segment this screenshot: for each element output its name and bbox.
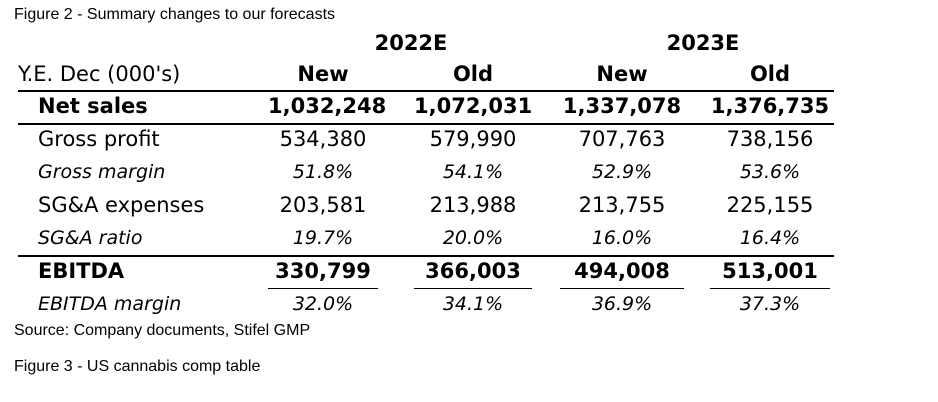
col-header-2022-old: Old	[452, 62, 494, 86]
ebitda-underline	[560, 288, 684, 289]
ebitda-underline	[710, 288, 830, 289]
row-ebitda-margin: EBITDA margin 32.0% 34.1% 36.9% 37.3%	[18, 288, 848, 321]
col-header-2023-new: New	[596, 62, 648, 86]
value-cell: 32.0%	[292, 293, 354, 315]
value-cell: 203,581	[279, 193, 367, 217]
ebitda-underline	[414, 288, 532, 289]
value-cell: 51.8%	[292, 161, 354, 183]
value-cell: 37.3%	[739, 293, 801, 315]
value-cell: 366,003	[425, 259, 521, 283]
row-label-net-sales: Net sales	[38, 94, 148, 118]
value-cell: 20.0%	[442, 227, 504, 249]
value-cell: 34.1%	[442, 293, 504, 315]
row-sga-expenses: SG&A expenses 203,581 213,988 213,755 22…	[18, 189, 848, 222]
value-cell: 54.1%	[442, 161, 504, 183]
row-label-gross-margin: Gross margin	[38, 161, 166, 183]
value-cell: 19.7%	[292, 227, 354, 249]
value-cell: 534,380	[279, 127, 367, 151]
row-gross-margin: Gross margin 51.8% 54.1% 52.9% 53.6%	[18, 156, 848, 189]
net-sales-rule	[18, 123, 834, 125]
ebitda-underline	[268, 288, 378, 289]
value-cell: 579,990	[429, 127, 517, 151]
value-cell: 1,376,735	[710, 94, 830, 118]
ebitda-top-rule	[18, 255, 834, 257]
row-header-label: Y.E. Dec (000's)	[18, 62, 181, 86]
value-cell: 1,072,031	[414, 94, 533, 118]
forecast-summary-table: 2022E 2023E Y.E. Dec (000's) New Old New…	[18, 28, 848, 321]
value-cell: 225,155	[726, 193, 814, 217]
value-cell: 53.6%	[739, 161, 801, 183]
header-rule	[18, 90, 834, 92]
col-header-2023-old: Old	[749, 62, 791, 86]
row-sga-ratio: SG&A ratio 19.7% 20.0% 16.0% 16.4%	[18, 222, 848, 255]
value-cell: 513,001	[722, 259, 818, 283]
value-cell: 707,763	[578, 127, 666, 151]
year-2023-header: 2023E	[666, 31, 740, 55]
row-label-sga-ratio: SG&A ratio	[38, 227, 143, 249]
year-header-row: 2022E 2023E	[18, 28, 848, 58]
figure-2-title: Figure 2 - Summary changes to our foreca…	[14, 6, 336, 23]
row-ebitda: EBITDA 330,799 366,003 494,008 513,001	[18, 255, 848, 288]
col-header-2022-new: New	[297, 62, 349, 86]
value-cell: 330,799	[275, 259, 371, 283]
value-cell: 36.9%	[591, 293, 653, 315]
column-header-row: Y.E. Dec (000's) New Old New Old	[18, 58, 848, 90]
value-cell: 213,755	[578, 193, 666, 217]
value-cell: 213,988	[429, 193, 517, 217]
row-label-gross-profit: Gross profit	[38, 127, 160, 151]
year-2022-header: 2022E	[374, 31, 448, 55]
value-cell: 738,156	[726, 127, 814, 151]
row-label-ebitda-margin: EBITDA margin	[38, 293, 182, 315]
value-cell: 1,032,248	[268, 94, 387, 118]
row-gross-profit: Gross profit 534,380 579,990 707,763 738…	[18, 123, 848, 156]
value-cell: 16.4%	[739, 227, 801, 249]
source-note: Source: Company documents, Stifel GMP	[14, 322, 311, 339]
value-cell: 1,337,078	[562, 94, 682, 118]
value-cell: 494,008	[574, 259, 670, 283]
row-label-ebitda: EBITDA	[38, 259, 125, 283]
value-cell: 52.9%	[591, 161, 653, 183]
value-cell: 16.0%	[591, 227, 653, 249]
figure-3-title: Figure 3 - US cannabis comp table	[14, 358, 261, 375]
row-net-sales: Net sales 1,032,248 1,072,031 1,337,078 …	[18, 90, 848, 123]
row-label-sga-expenses: SG&A expenses	[38, 193, 205, 217]
